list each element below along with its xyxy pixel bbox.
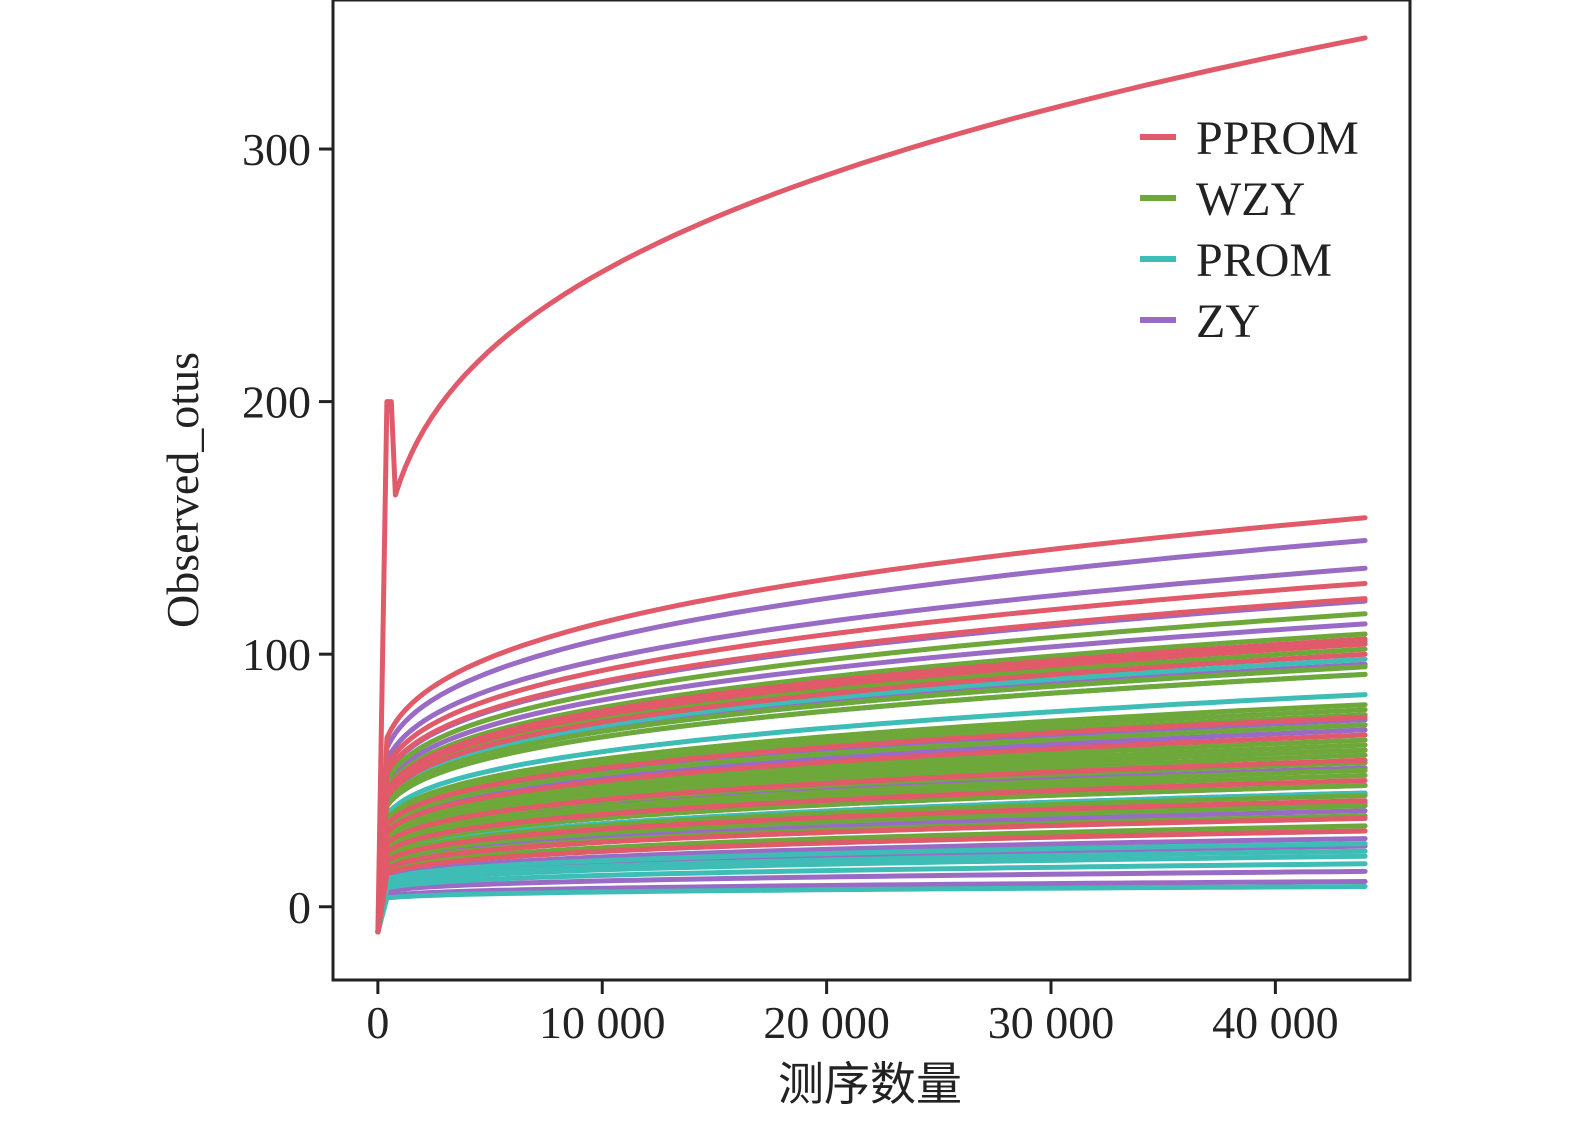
legend-label-prom: PROM [1196,234,1332,287]
series-line-prom-10 [375,848,1368,935]
series-line-pprom-9 [375,732,1368,935]
x-tick-label: 20 000 [763,997,890,1048]
series-line-pprom-1 [375,35,1368,935]
series-line-pprom-10 [375,757,1368,935]
series-line-wzy-1 [375,611,1368,935]
series-line-wzy-10 [375,737,1368,935]
series-line-zy-19 [375,879,1368,935]
y-axis-label: Observed_otus [157,352,208,628]
series-line-pprom-7 [375,651,1368,935]
series-line-prom-13 [375,884,1368,935]
series-line-pprom-2 [375,515,1368,935]
series-line-zy-4 [375,621,1368,935]
series-line-wzy-7 [375,707,1368,935]
x-axis-label: 测序数量 [778,1059,962,1110]
series-line-prom-4 [375,692,1368,935]
legend-label-zy: ZY [1196,295,1260,348]
series-line-zy-8 [375,727,1368,935]
series-line-pprom-5 [375,636,1368,935]
series-line-wzy-9 [375,722,1368,935]
series-line-zy-1 [375,538,1368,935]
series-line-wzy-4 [375,664,1368,935]
x-tick-label: 40 000 [1212,997,1339,1048]
series-line-wzy-6 [375,702,1368,935]
series-line-zy-14 [375,808,1368,935]
legend-label-wzy: WZY [1196,173,1305,226]
plot-frame [331,0,1412,982]
y-tick-label: 0 [288,882,311,933]
series-line-zy-16 [375,836,1368,935]
series-line-prom-9 [375,841,1368,935]
series-line-zy-18 [375,868,1368,935]
series-line-pprom-6 [375,641,1368,935]
series-line-prom-11 [375,853,1368,935]
series-line-pprom-13 [375,815,1368,935]
series-line-pprom-8 [375,714,1368,935]
series-line-prom-1 [375,656,1368,935]
series-line-pprom-11 [375,778,1368,935]
y-tick-label: 100 [242,629,311,680]
x-tick-label: 10 000 [539,997,666,1048]
series-line-pprom-12 [375,798,1368,935]
y-tick-label: 300 [242,124,311,175]
series-line-wzy-13 [375,752,1368,935]
x-axis: 0 10 000 20 000 30 000 40 000 [366,980,1339,1048]
series-line-wzy-19 [375,803,1368,935]
series-line-zy-2 [375,565,1368,935]
series-line-wzy-12 [375,747,1368,935]
x-tick-label: 30 000 [988,997,1115,1048]
series-line-wzy-5 [375,671,1368,935]
series-line-wzy-21 [375,823,1368,935]
series-line-wzy-15 [375,767,1368,935]
curves-layer [375,35,1368,935]
legend-label-pprom: PPROM [1196,112,1359,165]
series-line-pprom-14 [375,828,1368,935]
x-tick-label: 0 [366,997,389,1048]
series-line-pprom-4 [375,596,1368,935]
y-tick-label: 200 [242,377,311,428]
y-axis: 0 100 200 300 [242,124,333,933]
series-line-pprom-3 [375,581,1368,935]
series-line-wzy-11 [375,742,1368,935]
series-line-wzy-18 [375,793,1368,935]
series-line-wzy-2 [375,631,1368,935]
series-line-wzy-17 [375,783,1368,935]
series-line-prom-12 [375,861,1368,935]
legend: PPROM WZY PROM ZY [1140,112,1359,348]
series-line-wzy-16 [375,772,1368,935]
